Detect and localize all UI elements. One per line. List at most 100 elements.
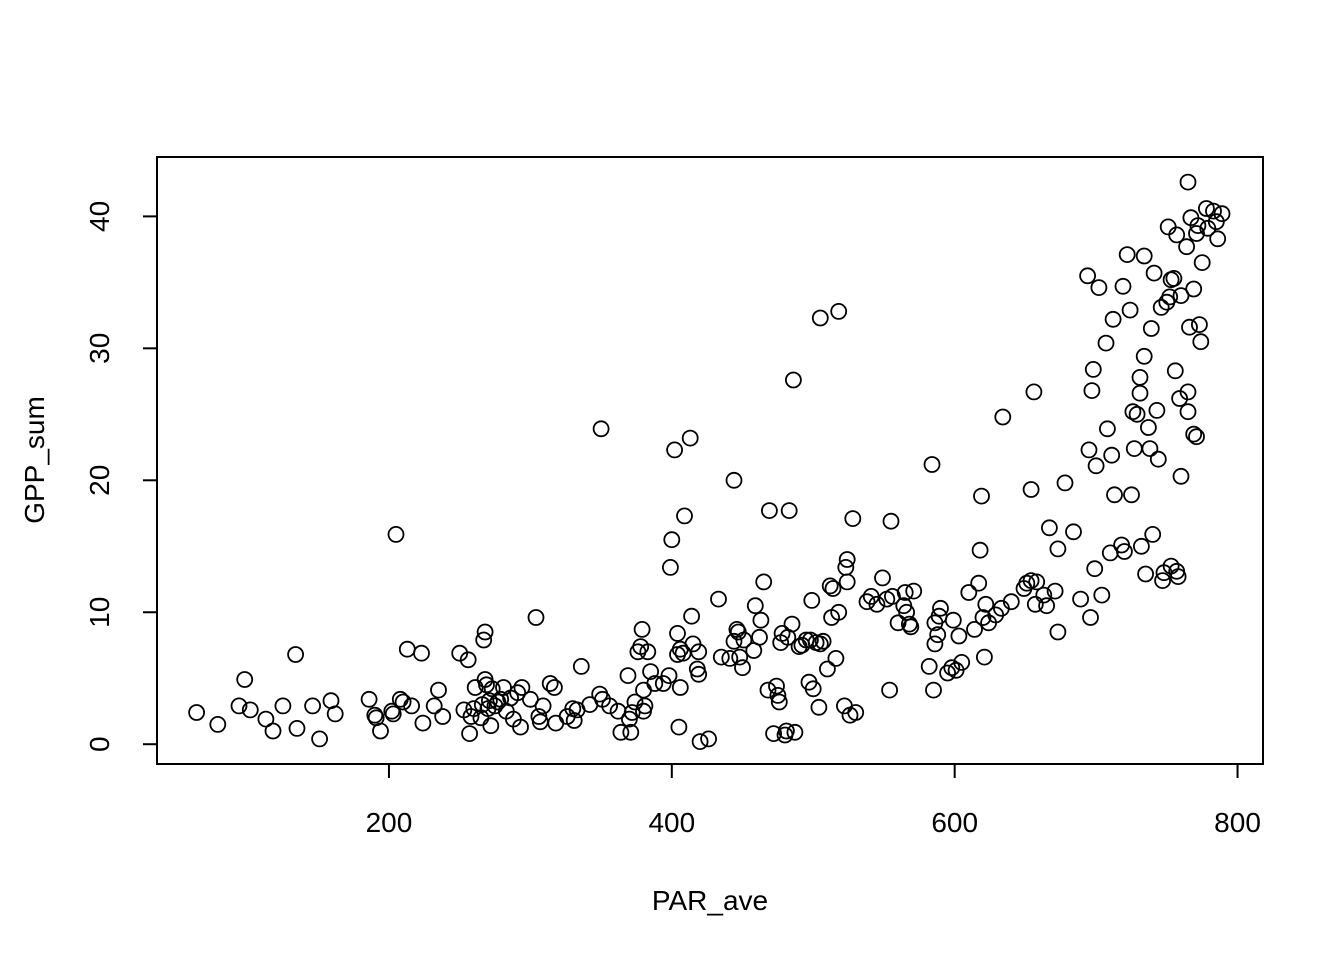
data-point	[1079, 267, 1096, 285]
data-point	[1116, 543, 1133, 560]
data-point	[1172, 287, 1190, 305]
data-point	[565, 712, 583, 729]
data-point	[1185, 280, 1203, 298]
data-point	[721, 650, 739, 667]
data-point	[1084, 360, 1102, 378]
data-point	[769, 687, 787, 704]
data-point	[1002, 593, 1020, 611]
data-point	[994, 408, 1012, 426]
data-point	[804, 680, 822, 698]
data-point	[480, 692, 498, 710]
data-point	[712, 648, 730, 666]
data-point	[633, 621, 651, 638]
data-point	[1169, 568, 1187, 585]
data-point	[619, 667, 637, 684]
x-axis: 200 400 600 800	[366, 763, 1261, 838]
data-point	[1133, 537, 1150, 555]
data-point	[966, 621, 983, 638]
data-point	[512, 718, 529, 736]
data-point	[326, 705, 344, 723]
data-point	[230, 697, 248, 715]
data-point	[1128, 405, 1146, 423]
data-point	[746, 597, 764, 615]
data-point	[670, 718, 688, 736]
data-point	[803, 592, 821, 609]
data-point	[1087, 457, 1105, 475]
data-point	[970, 574, 988, 592]
data-point	[765, 725, 782, 742]
data-point	[622, 723, 640, 741]
data-point	[1188, 225, 1205, 242]
data-point	[546, 679, 563, 696]
data-points	[188, 173, 1231, 750]
data-point	[830, 302, 848, 320]
y-axis-label: GPP_sum	[19, 396, 50, 524]
data-point	[414, 714, 432, 732]
data-point	[1082, 609, 1099, 626]
data-point	[527, 609, 545, 626]
data-point	[838, 573, 856, 591]
data-point	[939, 664, 956, 682]
data-point	[662, 559, 679, 576]
data-point	[264, 722, 282, 740]
data-point	[461, 725, 479, 742]
data-point	[926, 635, 944, 653]
data-point	[868, 595, 886, 613]
data-point	[434, 708, 452, 725]
data-point	[1161, 288, 1179, 306]
y-tick-label: 10	[84, 597, 115, 628]
data-point	[1154, 572, 1171, 589]
data-point	[639, 643, 657, 661]
data-point	[1049, 623, 1067, 641]
data-point	[1080, 441, 1098, 459]
data-point	[874, 569, 891, 587]
data-point	[1022, 481, 1040, 498]
data-point	[734, 659, 751, 677]
data-point	[403, 697, 421, 715]
data-point	[636, 697, 654, 715]
data-point	[819, 660, 836, 678]
data-point	[814, 632, 832, 650]
data-point	[827, 650, 845, 667]
data-point	[459, 651, 477, 669]
data-point	[1141, 440, 1159, 458]
data-point	[1046, 582, 1064, 600]
data-point	[541, 675, 559, 692]
data-point	[858, 593, 876, 611]
x-tick-label: 600	[931, 807, 978, 838]
data-point	[824, 580, 842, 597]
data-point	[1135, 347, 1153, 365]
data-point	[710, 590, 727, 608]
data-point	[1103, 446, 1121, 464]
data-point	[209, 716, 227, 733]
data-point	[311, 730, 329, 748]
data-point	[1137, 565, 1154, 583]
data-point	[476, 623, 494, 641]
data-point	[387, 526, 405, 543]
data-point	[1191, 316, 1208, 334]
data-point	[1181, 318, 1198, 336]
data-point	[896, 584, 914, 601]
data-point	[534, 697, 552, 715]
data-point	[847, 704, 865, 721]
y-tick-label: 20	[84, 465, 115, 496]
data-point	[889, 614, 907, 632]
data-point	[1165, 269, 1183, 287]
data-point	[1049, 540, 1067, 558]
data-point	[1144, 526, 1162, 543]
data-point	[844, 510, 862, 527]
data-point	[830, 603, 848, 621]
data-point	[1185, 425, 1203, 443]
data-point	[1131, 384, 1149, 402]
data-point	[770, 693, 788, 711]
data-point	[725, 471, 743, 489]
data-point	[943, 659, 961, 677]
data-point	[960, 584, 978, 601]
data-point	[902, 618, 920, 636]
data-point	[1090, 279, 1108, 297]
data-point	[950, 627, 968, 645]
data-point	[1093, 586, 1111, 604]
data-point	[811, 309, 829, 327]
